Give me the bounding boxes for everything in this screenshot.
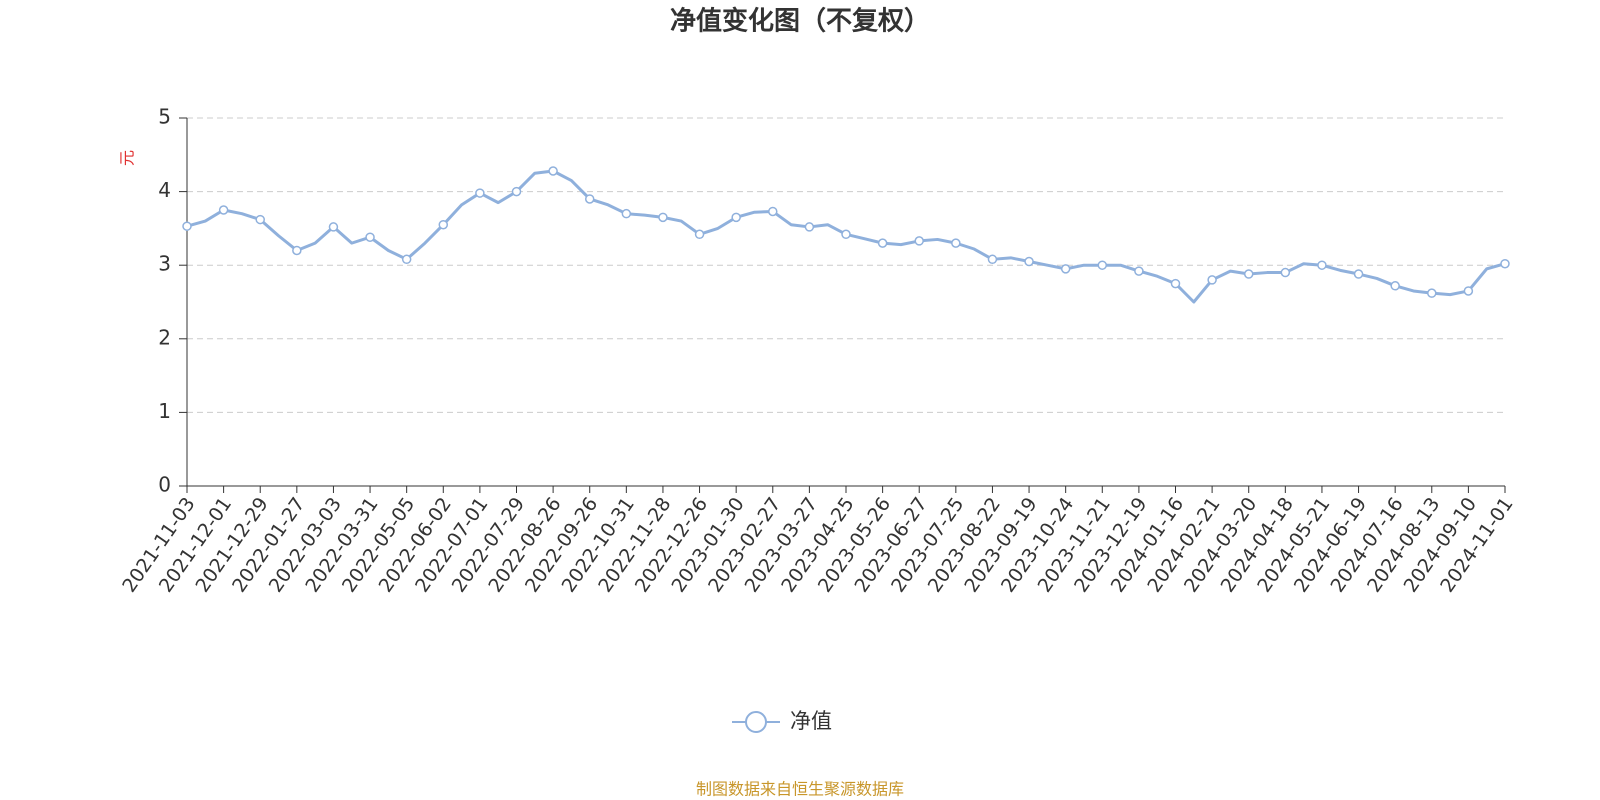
point-marker: [1134, 266, 1144, 276]
point-marker: [1500, 258, 1510, 269]
legend-marker: [745, 711, 767, 733]
point-marker: [877, 238, 888, 248]
y-tick-label: 5: [158, 105, 171, 129]
point-marker: [584, 194, 595, 204]
y-axis-label: 元: [118, 150, 137, 166]
point-marker: [951, 238, 961, 248]
chart-title: 净值变化图（不复权）: [670, 6, 930, 37]
point-marker: [1060, 264, 1071, 274]
point-marker: [914, 236, 924, 246]
point-marker: [1463, 286, 1474, 296]
point-marker: [218, 205, 229, 215]
y-tick-label: 1: [158, 399, 171, 423]
point-marker: [987, 254, 998, 265]
point-marker: [328, 222, 339, 232]
point-marker: [438, 219, 449, 230]
point-marker: [694, 229, 705, 240]
y-tick-label: 0: [158, 473, 171, 497]
point-marker: [475, 188, 485, 198]
point-marker: [1390, 281, 1400, 291]
point-marker: [1280, 267, 1291, 278]
point-marker: [621, 208, 632, 219]
point-marker: [1170, 278, 1181, 289]
point-marker: [292, 245, 302, 256]
point-marker: [511, 186, 522, 197]
point-marker: [182, 221, 192, 231]
point-marker: [658, 212, 668, 223]
point-marker: [731, 212, 741, 223]
point-marker: [1243, 269, 1254, 279]
point-marker: [255, 214, 265, 225]
point-marker: [1317, 260, 1327, 270]
point-marker: [804, 222, 815, 232]
point-marker: [401, 254, 412, 265]
point-marker: [1207, 275, 1217, 285]
y-tick-label: 3: [158, 252, 171, 276]
point-marker: [841, 229, 851, 240]
point-marker: [365, 232, 375, 242]
point-marker: [1427, 288, 1437, 298]
y-tick-label: 4: [158, 178, 171, 202]
point-marker: [1353, 269, 1364, 279]
source-note: 制图数据来自恒生聚源数据库: [696, 780, 904, 799]
point-marker: [1024, 256, 1034, 267]
y-tick-label: 2: [158, 325, 171, 349]
point-marker: [768, 206, 778, 217]
point-marker: [1097, 260, 1108, 270]
point-marker: [548, 166, 558, 176]
legend-label: 净值: [790, 709, 832, 733]
